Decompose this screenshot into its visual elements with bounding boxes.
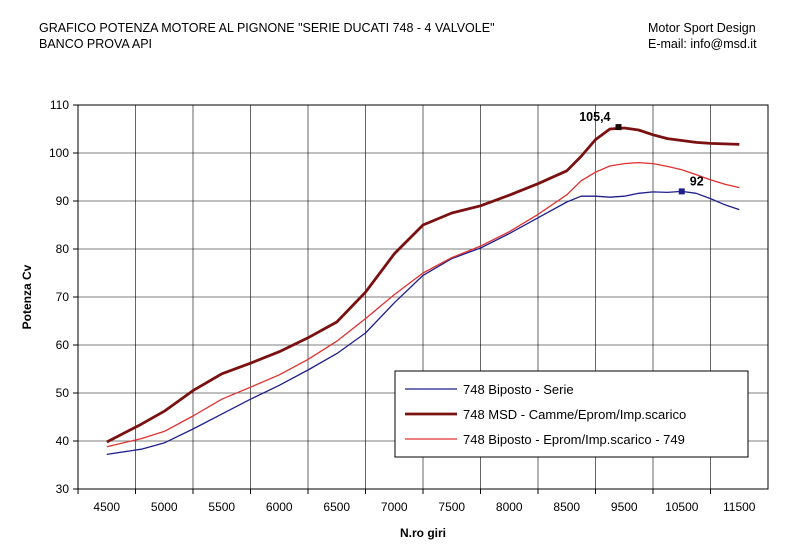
- x-tick-label: 6000: [266, 500, 293, 514]
- legend: 748 Biposto - Serie 748 MSD - Camme/Eprom…: [394, 370, 749, 458]
- series-line-1: [106, 190, 740, 456]
- x-tick-label: 11500: [723, 500, 756, 514]
- x-tick-label: 8000: [496, 500, 523, 514]
- y-axis-title: Potenza Cv: [20, 264, 34, 329]
- y-tick-label: 100: [49, 146, 69, 160]
- series-line-3: [106, 161, 740, 448]
- chart-header-right: Motor Sport Design E-mail: info@msd.it: [648, 20, 757, 52]
- y-tick-label: 30: [56, 482, 70, 496]
- annotation-marker: [678, 188, 685, 195]
- y-tick-label: 50: [56, 386, 70, 400]
- x-tick-label: 4500: [93, 500, 120, 514]
- legend-label-3: 748 Biposto - Eprom/Imp.scarico - 749: [463, 432, 685, 447]
- x-tick-label: 6500: [323, 500, 350, 514]
- annotations: 105,4 92: [579, 110, 704, 195]
- annotation-label: 92: [690, 174, 704, 188]
- y-axis: 30 40 50 60 70 80 90 100 110: [49, 98, 78, 496]
- x-tick-label: 5500: [208, 500, 235, 514]
- y-tick-label: 40: [56, 434, 70, 448]
- x-tick-label: 5000: [151, 500, 178, 514]
- annotation-marker: [615, 124, 622, 131]
- y-tick-label: 60: [56, 338, 70, 352]
- x-tick-label: 7000: [381, 500, 408, 514]
- x-tick-label: 10500: [665, 500, 699, 514]
- legend-label-2: 748 MSD - Camme/Eprom/Imp.scarico: [463, 407, 686, 422]
- x-tick-label: 9500: [611, 500, 638, 514]
- legend-label-1: 748 Biposto - Serie: [463, 382, 574, 397]
- y-tick-label: 70: [56, 290, 70, 304]
- chart-title: GRAFICO POTENZA MOTORE AL PIGNONE "SERIE…: [39, 21, 495, 35]
- chart-subtitle: BANCO PROVA API: [39, 37, 153, 51]
- y-tick-label: 80: [56, 242, 70, 256]
- y-tick-label: 110: [50, 98, 69, 112]
- series-lines: [106, 126, 740, 456]
- annotation-label: 105,4: [579, 110, 610, 124]
- chart-header-left: GRAFICO POTENZA MOTORE AL PIGNONE "SERIE…: [39, 20, 495, 52]
- company-email: E-mail: info@msd.it: [648, 37, 757, 51]
- x-tick-label: 7500: [438, 500, 465, 514]
- x-axis: 4500 5000 5500 6000 6500 7000 7500 8000 8500 9500…: [77, 489, 756, 514]
- company-name: Motor Sport Design: [648, 21, 756, 35]
- y-tick-label: 90: [56, 194, 70, 208]
- x-tick-label: 8500: [553, 500, 580, 514]
- series-line-2: [106, 126, 740, 444]
- x-axis-title: N.ro giri: [400, 526, 446, 540]
